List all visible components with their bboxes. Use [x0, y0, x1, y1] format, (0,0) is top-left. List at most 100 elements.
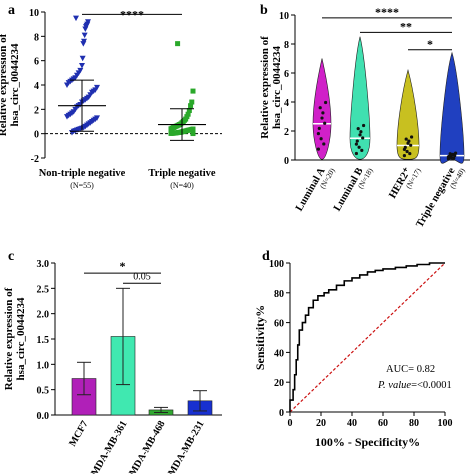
panel-label-c: c	[8, 249, 14, 264]
y-tick-label: 2	[34, 105, 39, 116]
data-point	[409, 143, 413, 147]
data-point	[450, 153, 454, 157]
data-point	[359, 130, 363, 134]
y-tick-label: 8	[284, 40, 289, 51]
violin	[312, 58, 332, 160]
category-label: MDA-MB-468	[127, 419, 167, 474]
data-point	[64, 114, 70, 120]
data-point	[402, 147, 406, 152]
y-tick-label: 4	[284, 98, 289, 109]
y-tick-label: 10	[29, 8, 39, 19]
y-tick-label: 0	[279, 408, 284, 419]
data-point	[410, 135, 414, 139]
violin	[349, 36, 371, 160]
y-tick-label: 0.5	[37, 386, 50, 397]
panel-label-a: a	[8, 3, 15, 18]
x-tick-label: 0	[288, 418, 293, 429]
panel-a-chart: -2 0 2 4 6 8 10 Relative expression ofhsa_circ_…	[0, 7, 222, 190]
data-point	[324, 100, 328, 105]
data-point	[319, 137, 323, 141]
data-point	[321, 111, 325, 115]
data-point	[64, 82, 70, 88]
data-point	[446, 155, 450, 159]
data-point	[323, 121, 327, 125]
data-point	[404, 137, 408, 141]
y-tick-label: 10	[279, 11, 289, 22]
category-label: MDA-MB-231	[166, 419, 206, 474]
x-tick-label: 60	[378, 418, 388, 429]
category-label: Non-triple negative	[39, 168, 126, 179]
y-axis-label: Relative expression of	[259, 36, 271, 139]
y-axis-label: Relative expression of	[3, 287, 15, 390]
data-point	[318, 106, 322, 110]
x-tick-label: 40	[347, 418, 357, 429]
data-point	[356, 127, 360, 131]
y-tick-label: -2	[31, 154, 39, 165]
panel-d-chart: 0 20 40 60 80 100 0 20 40 60 80 100 100% - Specifici…	[253, 259, 453, 449]
data-point	[402, 154, 406, 158]
data-point	[186, 108, 192, 114]
significance-label: 0.05	[133, 271, 151, 282]
data-point	[406, 141, 410, 145]
y-tick-label: 2.5	[37, 284, 50, 295]
x-axis-label: 100% - Specificity%	[315, 435, 420, 449]
data-point	[168, 126, 174, 132]
y-tick-label: 0	[284, 156, 289, 167]
category-label: Triple negative	[414, 166, 457, 230]
category-label: Triple negative	[148, 168, 216, 179]
y-axis-label: Relative expression of	[0, 33, 9, 136]
x-tick-label: 80	[409, 418, 419, 429]
category-note: (N=55)	[70, 181, 94, 190]
roc-curve	[289, 262, 445, 412]
p-value-name: P. value	[377, 380, 411, 391]
data-point	[355, 139, 359, 143]
violin	[439, 51, 465, 164]
y-tick-label: 0.0	[37, 411, 50, 422]
data-point	[189, 99, 195, 105]
data-point	[408, 151, 412, 156]
data-point	[322, 142, 326, 146]
y-tick-label: 6	[34, 57, 39, 68]
data-point	[354, 142, 358, 146]
data-point	[405, 149, 409, 154]
y-tick-label: 2.0	[37, 310, 50, 321]
data-point	[168, 130, 174, 136]
data-point	[452, 156, 456, 160]
data-point	[354, 151, 358, 156]
significance-label: ****	[375, 5, 399, 19]
y-tick-label: 40	[274, 348, 284, 359]
data-point	[80, 41, 87, 47]
category-label: MCF7	[67, 419, 90, 449]
auc-label: AUC= 0.82	[386, 364, 435, 375]
data-point	[188, 103, 194, 109]
y-tick-label: 20	[274, 378, 284, 389]
category-note: (N=40)	[170, 181, 194, 190]
y-axis-label: Sensitivity%	[253, 305, 267, 370]
category-label: Luminal B	[332, 166, 366, 213]
data-point	[361, 136, 365, 140]
y-axis-label: hsa_circ_0044234	[9, 43, 21, 126]
significance-label: ****	[120, 7, 144, 21]
data-point	[82, 26, 89, 33]
significance-label: *	[120, 259, 126, 273]
significance-label: **	[400, 19, 412, 33]
data-point	[454, 151, 458, 155]
data-point	[81, 32, 88, 39]
data-point	[175, 41, 181, 47]
data-point	[317, 126, 321, 131]
data-point	[358, 133, 362, 137]
data-point	[362, 123, 366, 128]
data-point	[190, 88, 196, 94]
data-point	[449, 155, 453, 160]
y-tick-label: 4	[34, 81, 39, 92]
p-value-number: =<0.0001	[411, 380, 452, 391]
data-point	[357, 145, 361, 149]
significance-label: *	[427, 37, 433, 51]
x-tick-label: 20	[316, 418, 326, 429]
y-tick-label: 60	[274, 319, 284, 330]
y-tick-label: 80	[274, 289, 284, 300]
y-tick-label: 6	[284, 69, 289, 80]
panel-label-d: d	[262, 249, 270, 264]
y-tick-label: 2	[284, 127, 289, 138]
